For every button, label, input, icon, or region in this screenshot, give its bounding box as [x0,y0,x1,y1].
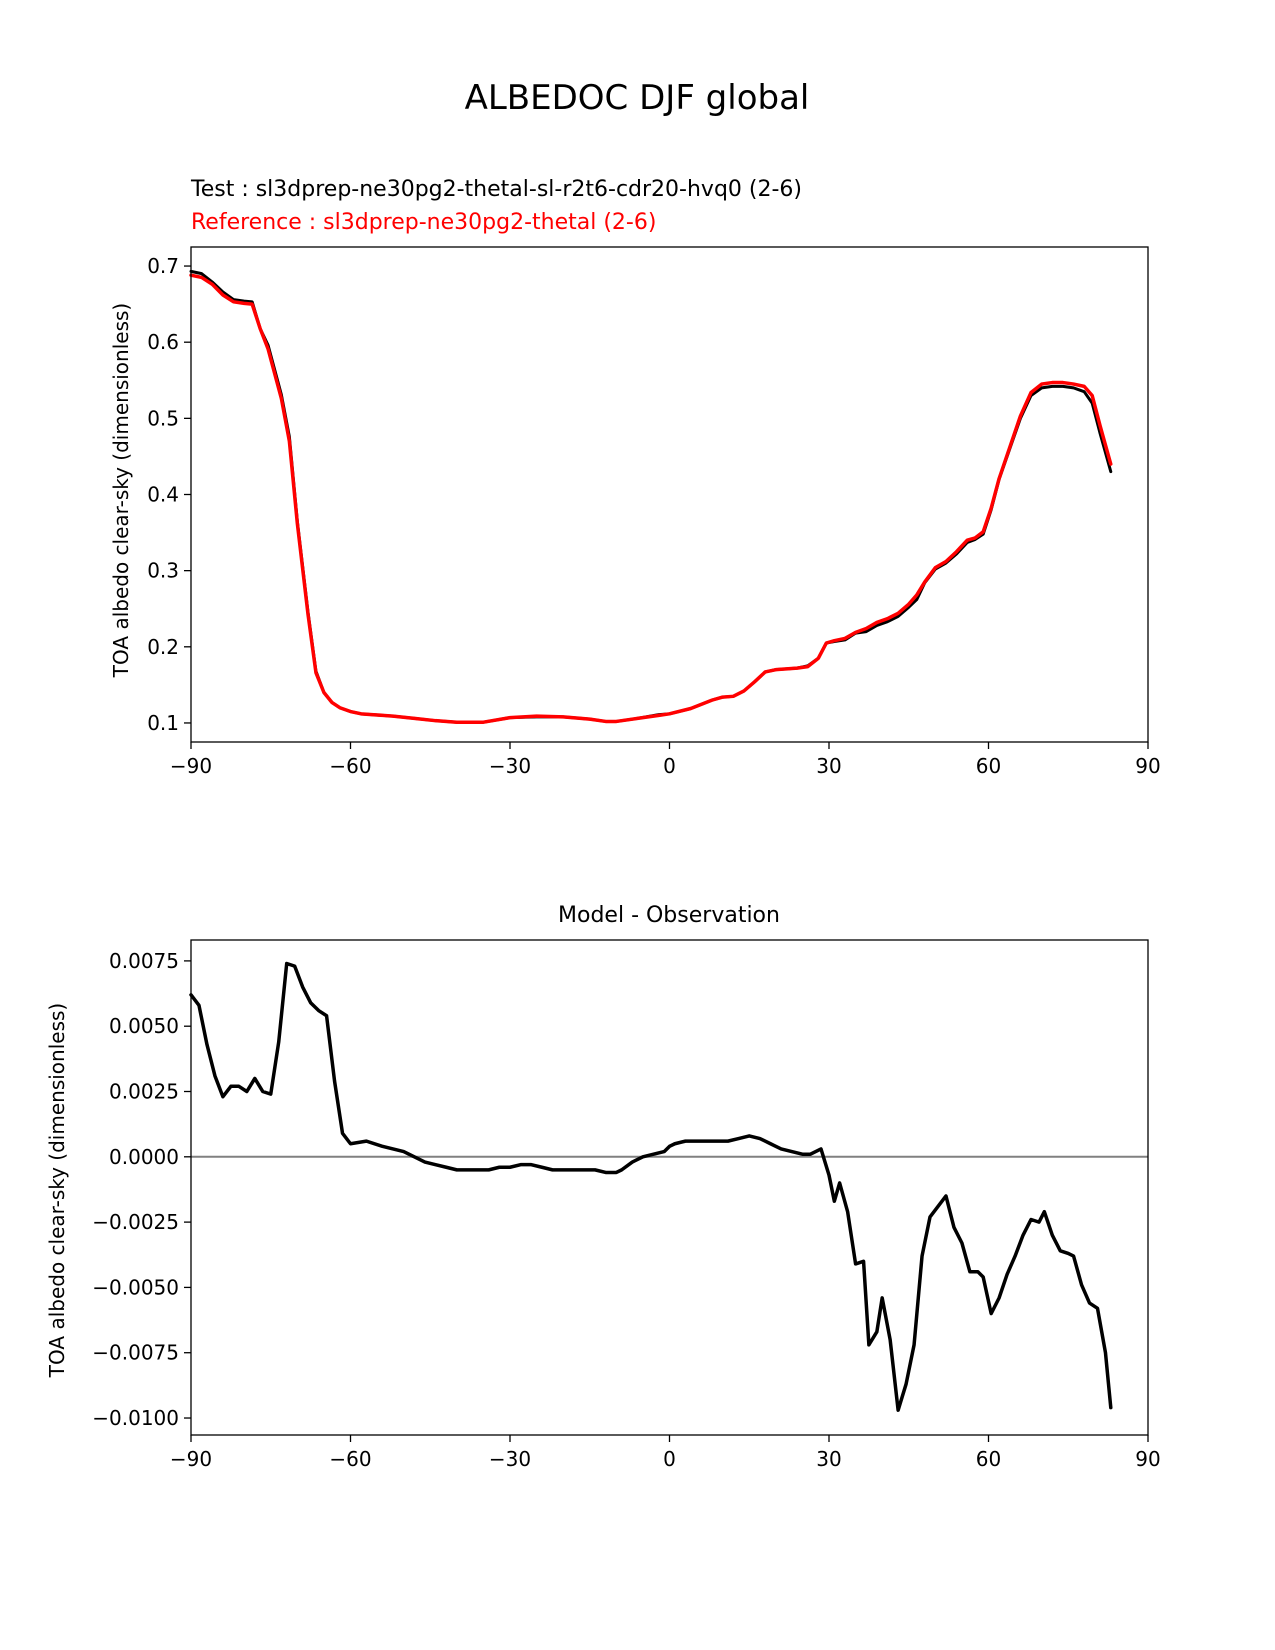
bottom-x-tick-label: 90 [1135,1447,1160,1471]
bottom-y-tick-label: 0.0025 [109,1080,179,1104]
top-y-tick-label: 0.2 [147,635,179,659]
bottom-y-tick-label: 0.0050 [109,1014,179,1038]
figure-title: ALBEDOC DJF global [465,78,810,118]
top-y-tick-label: 0.5 [147,406,179,430]
top-x-tick-label: 90 [1135,754,1160,778]
bottom-title: Model - Observation [558,903,780,928]
bottom-x-tick-label: −30 [489,1447,531,1471]
bottom-axes-frame [190,939,1149,1436]
bottom-y-axis-label: TOA albedo clear-sky (dimensionless) [45,1003,69,1378]
test-label: Test : sl3dprep-ne30pg2-thetal-sl-r2t6-c… [190,177,802,202]
bottom-y-tick-label: −0.0100 [92,1406,179,1430]
top-x-tick-label: 60 [976,754,1001,778]
bottom-y-tick-label: 0.0000 [109,1145,179,1169]
top-series-test [189,269,1113,724]
bottom-x-tick-label: −90 [170,1447,212,1471]
top-x-tick-label: 0 [663,754,676,778]
top-x-tick-label: −90 [170,754,212,778]
top-panel: Test : sl3dprep-ne30pg2-thetal-sl-r2t6-c… [109,177,1161,778]
top-y-tick-label: 0.6 [147,330,179,354]
top-axes-frame [190,246,1149,743]
top-x-tick-label: 30 [816,754,841,778]
bottom-y-tick-label: −0.0075 [92,1341,179,1365]
top-plot-area: −90 −60 −30 0 30 60 90 0.1 0.2 0.3 0.4 0.5 0.6 0.7 [147,246,1161,778]
bottom-x-tick-label: −60 [329,1447,371,1471]
top-x-tick-label: −30 [489,754,531,778]
top-y-tick-label: 0.3 [147,559,179,583]
bottom-x-tick-label: 60 [976,1447,1001,1471]
top-series-reference [189,273,1113,724]
top-y-tick-label: 0.1 [147,711,179,735]
top-x-tick-label: −60 [329,754,371,778]
bottom-y-tick-label: 0.0075 [109,949,179,973]
reference-label: Reference : sl3dprep-ne30pg2-thetal (2-6… [191,210,656,235]
bottom-panel: Model - Observation TOA albedo clear-sky… [45,903,1161,1471]
bottom-plot-area: −90 −60 −30 0 30 60 90 −0.0100 −0.0075 −0.0050 −0.… [92,939,1161,1471]
top-y-tick-label: 0.4 [147,483,179,507]
top-y-tick-label: 0.7 [147,254,179,278]
bottom-y-tick-label: −0.0025 [92,1210,179,1234]
bottom-x-tick-label: 30 [816,1447,841,1471]
bottom-y-tick-label: −0.0050 [92,1275,179,1299]
bottom-series-model-observation [189,961,1113,1412]
bottom-x-tick-label: 0 [663,1447,676,1471]
top-y-axis-label: TOA albedo clear-sky (dimensionless) [109,303,133,678]
